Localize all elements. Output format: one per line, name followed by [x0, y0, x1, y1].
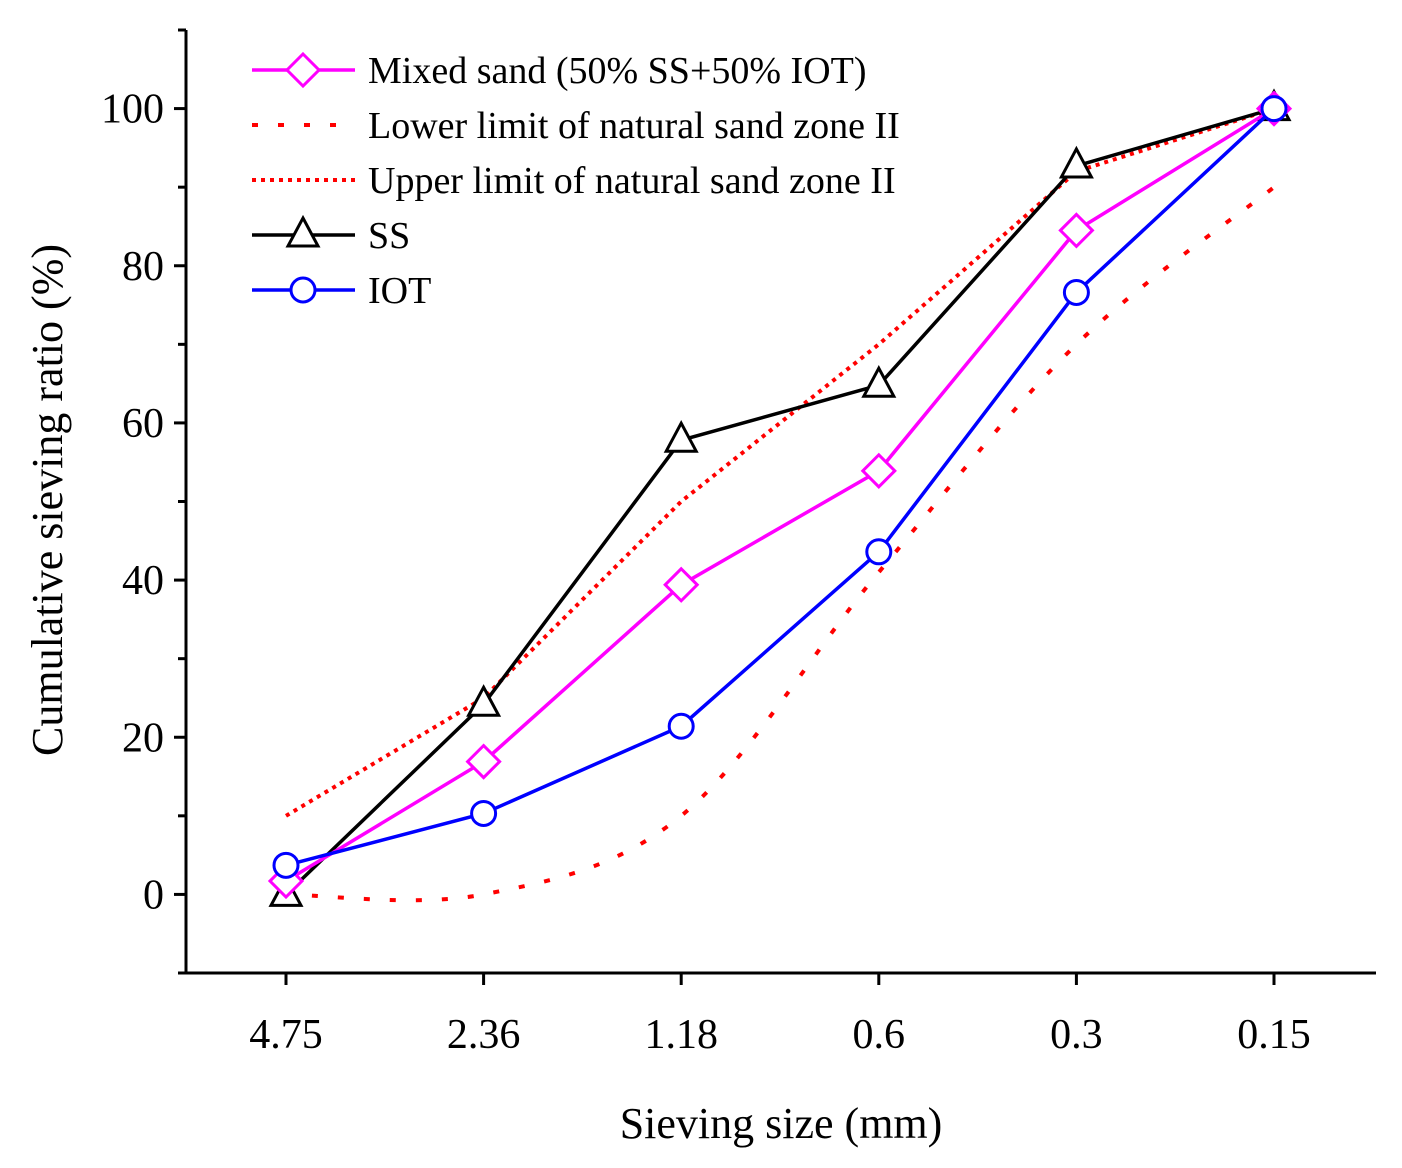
series-line [284, 106, 1275, 896]
diamond-marker [1058, 212, 1095, 249]
y-tick-label: 20 [122, 715, 164, 761]
legend-label: SS [368, 215, 410, 257]
legend-label: Upper limit of natural sand zone II [368, 160, 896, 202]
y-tick-label: 0 [143, 872, 164, 918]
triangle-marker [663, 420, 699, 453]
series-ss [268, 88, 1292, 907]
y-tick-label: 80 [122, 244, 164, 290]
x-tick-label: 0.3 [1050, 1012, 1103, 1058]
x-tick-label: 0.6 [853, 1012, 906, 1058]
legend-item: SS [252, 214, 410, 257]
y-axis-label: Cumulative sieving ratio (%) [23, 244, 72, 756]
series-lower-limit-of-natural-sand-zone-ii [285, 185, 1276, 903]
x-axis-label: Sieving size (mm) [620, 1099, 943, 1148]
series-iot [272, 95, 1288, 879]
legend-label: Lower limit of natural sand zone II [368, 105, 900, 147]
circle-marker [289, 276, 317, 304]
triangle-marker [861, 365, 897, 398]
y-tick-label: 100 [101, 87, 164, 133]
legend-item: Mixed sand (50% SS+50% IOT) [252, 50, 867, 92]
diamond-marker [465, 743, 502, 780]
circle-marker [865, 538, 893, 566]
series-line [285, 185, 1276, 903]
x-tick-label: 1.18 [644, 1012, 718, 1058]
circle-marker [1260, 95, 1288, 123]
diamond-marker [860, 452, 897, 489]
axes: 0 20 40 60 80 100 4.75 2.36 1.18 0.6 0.3 0.15 [101, 28, 1376, 1058]
triangle-marker [285, 214, 321, 248]
series-mixed-sand-50-ss-50-iot- [267, 90, 1293, 900]
y-tick-label: 60 [122, 401, 164, 447]
triangle-marker [1058, 145, 1094, 179]
legend-label: IOT [368, 270, 431, 312]
x-tick-label: 0.15 [1237, 1012, 1311, 1058]
circle-marker [667, 712, 695, 740]
legend-item: Lower limit of natural sand zone II [252, 105, 900, 147]
diamond-marker [663, 566, 700, 603]
legend-label: Mixed sand (50% SS+50% IOT) [368, 50, 867, 92]
series-line [285, 107, 1276, 868]
y-tick-label: 40 [122, 558, 164, 604]
diamond-marker [284, 51, 322, 89]
circle-marker [272, 851, 300, 879]
legend-item: Upper limit of natural sand zone II [252, 160, 896, 202]
series-upper-limit-of-natural-sand-zone-ii [284, 106, 1275, 818]
series-line [285, 107, 1275, 883]
legend: Mixed sand (50% SS+50% IOT) Lower limit o… [252, 50, 900, 312]
series-line [284, 106, 1275, 818]
legend-item: IOT [252, 270, 431, 312]
circle-marker [470, 799, 498, 827]
x-tick-label: 4.75 [249, 1012, 323, 1058]
x-tick-label: 2.36 [447, 1012, 521, 1058]
circle-marker [1062, 278, 1090, 306]
plot-area [267, 88, 1293, 907]
triangle-marker [466, 684, 502, 717]
